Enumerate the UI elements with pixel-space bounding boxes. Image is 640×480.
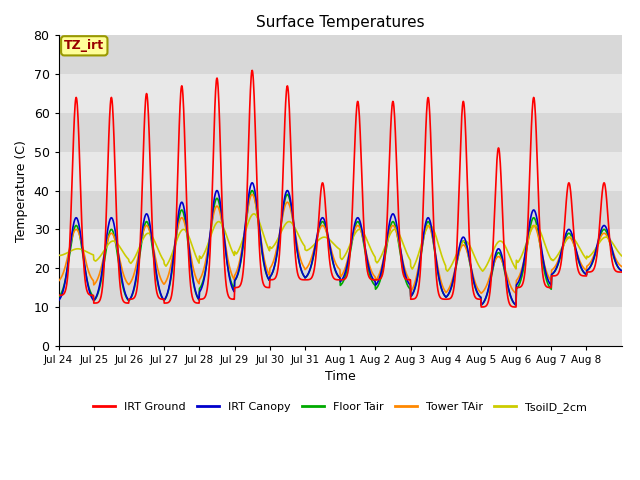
Floor Tair [618, 268, 625, 274]
Tower TAir [315, 228, 323, 234]
Bar [59, 191, 621, 229]
Title: Surface Temperatures: Surface Temperatures [256, 15, 424, 30]
Y-axis label: Temperature (C): Temperature (C) [15, 140, 28, 241]
TsoilD_2cm [143, 231, 150, 237]
IRT Ground [512, 304, 520, 310]
Tower TAir [55, 278, 63, 284]
Line: Tower TAir: Tower TAir [59, 194, 621, 293]
Line: IRT Ground: IRT Ground [59, 71, 621, 307]
Tower TAir [618, 264, 625, 269]
X-axis label: Time: Time [324, 371, 355, 384]
TsoilD_2cm [618, 253, 625, 259]
IRT Ground [474, 296, 481, 302]
IRT Canopy [326, 242, 333, 248]
Tower TAir [474, 285, 481, 290]
Floor Tair [326, 244, 333, 250]
Legend: IRT Ground, IRT Canopy, Floor Tair, Tower TAir, TsoilD_2cm: IRT Ground, IRT Canopy, Floor Tair, Towe… [89, 398, 591, 418]
IRT Ground [326, 258, 333, 264]
Bar [59, 36, 621, 74]
Floor Tair [512, 302, 520, 308]
TsoilD_2cm [611, 244, 619, 250]
Tower TAir [611, 254, 619, 260]
IRT Canopy [556, 254, 564, 260]
TsoilD_2cm [474, 260, 481, 265]
Bar [59, 74, 621, 113]
TsoilD_2cm [326, 237, 333, 243]
TsoilD_2cm [315, 237, 323, 242]
Text: TZ_irt: TZ_irt [64, 39, 104, 52]
Tower TAir [143, 223, 150, 228]
Tower TAir [512, 290, 520, 296]
IRT Canopy [611, 257, 619, 263]
Line: TsoilD_2cm: TsoilD_2cm [59, 214, 621, 271]
Floor Tair [474, 289, 481, 295]
Bar [59, 113, 621, 152]
IRT Ground [618, 269, 625, 275]
IRT Canopy [55, 298, 63, 303]
Bar [59, 229, 621, 268]
TsoilD_2cm [556, 248, 564, 254]
IRT Canopy [618, 268, 625, 274]
IRT Ground [556, 265, 564, 271]
Floor Tair [611, 258, 619, 264]
Floor Tair [248, 188, 256, 193]
TsoilD_2cm [250, 211, 257, 217]
IRT Ground [248, 68, 256, 73]
Line: IRT Canopy: IRT Canopy [59, 183, 621, 305]
Floor Tair [315, 226, 323, 232]
Floor Tair [55, 294, 63, 300]
IRT Ground [55, 292, 63, 298]
IRT Canopy [248, 180, 256, 186]
Bar [59, 268, 621, 307]
IRT Ground [315, 212, 323, 217]
Floor Tair [143, 219, 150, 225]
Bar [59, 152, 621, 191]
IRT Canopy [143, 211, 150, 217]
TsoilD_2cm [55, 252, 63, 258]
Tower TAir [248, 192, 256, 197]
IRT Canopy [474, 289, 481, 295]
IRT Ground [143, 91, 150, 96]
IRT Canopy [512, 302, 520, 308]
Line: Floor Tair: Floor Tair [59, 191, 621, 305]
Tower TAir [556, 253, 564, 259]
IRT Canopy [315, 223, 323, 228]
TsoilD_2cm [479, 268, 486, 274]
IRT Ground [611, 267, 619, 273]
Tower TAir [326, 241, 333, 247]
Bar [59, 307, 621, 346]
Floor Tair [556, 255, 564, 261]
